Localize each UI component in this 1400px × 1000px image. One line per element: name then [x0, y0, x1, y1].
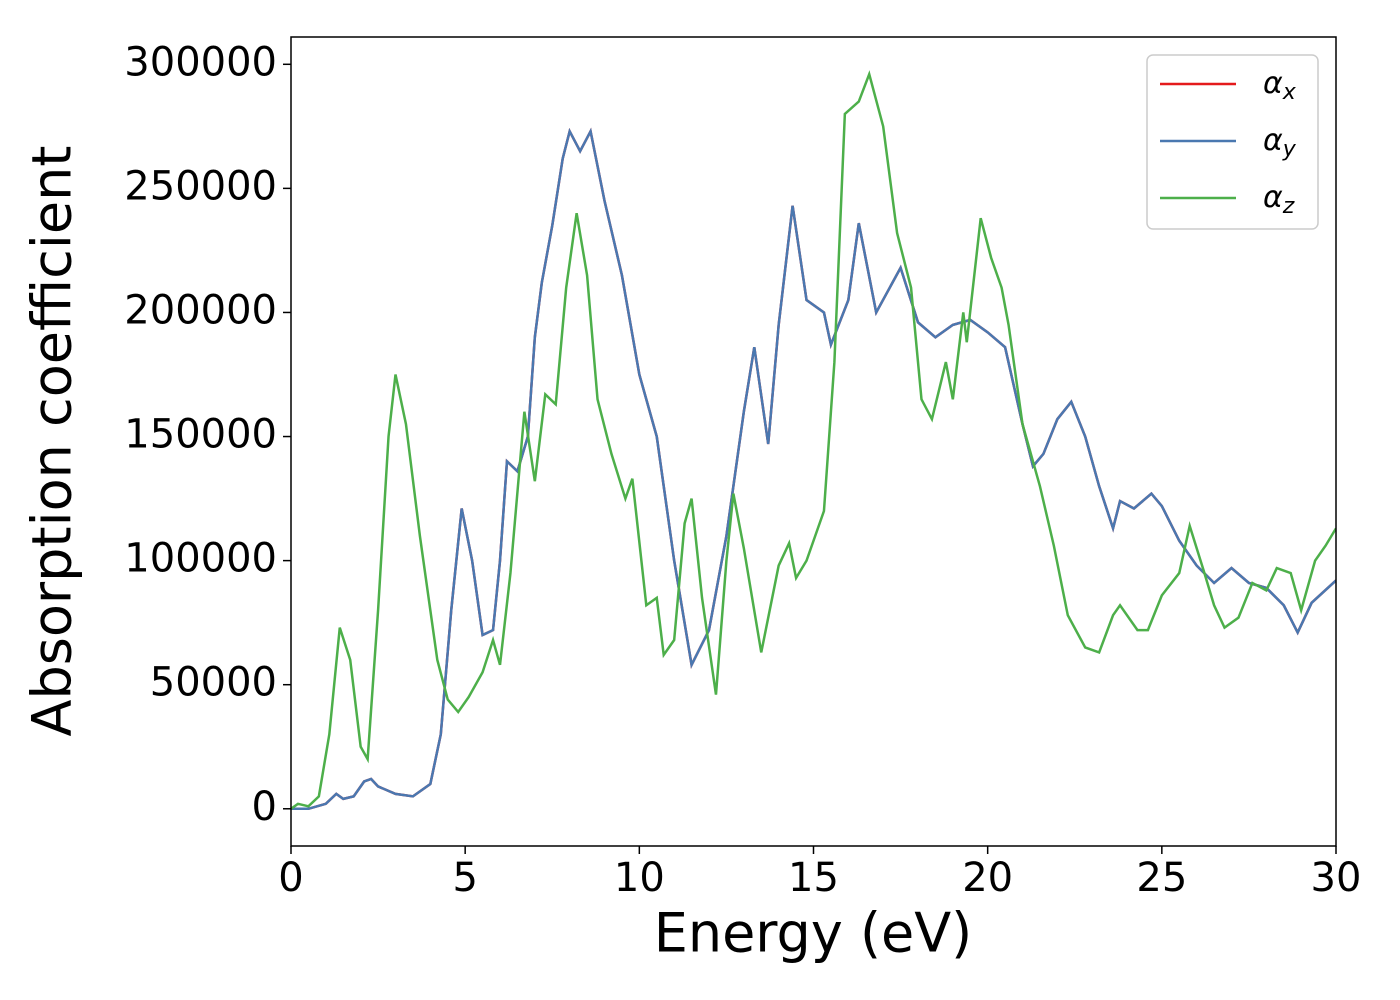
plot-frame	[290, 36, 1337, 847]
y-tick-label: 300000	[124, 39, 277, 85]
y-axis-label: Absorption coefficient	[21, 146, 84, 737]
legend-label: αy	[1263, 123, 1297, 163]
x-tick-label: 30	[1311, 855, 1362, 901]
y-tick-label: 100000	[124, 536, 277, 582]
series-line	[291, 127, 1336, 811]
y-tick-label: 50000	[150, 660, 277, 706]
y-tick-label: 250000	[124, 163, 277, 209]
x-tick-label: 15	[788, 855, 839, 901]
legend-label: αz	[1263, 180, 1295, 220]
y-tick-label: 200000	[124, 287, 277, 333]
y-tick-label: 150000	[124, 412, 277, 458]
y-tick-label: 0	[252, 784, 277, 830]
x-tick-label: 5	[452, 855, 477, 901]
x-tick-label: 20	[962, 855, 1013, 901]
x-tick-label: 10	[614, 855, 665, 901]
x-tick-label: 0	[278, 855, 303, 901]
series-line	[291, 70, 1336, 810]
legend-label: αx	[1263, 66, 1297, 106]
x-axis-label: Energy (eV)	[654, 902, 973, 965]
series-line	[291, 127, 1336, 811]
x-tick-label: 25	[1136, 855, 1187, 901]
